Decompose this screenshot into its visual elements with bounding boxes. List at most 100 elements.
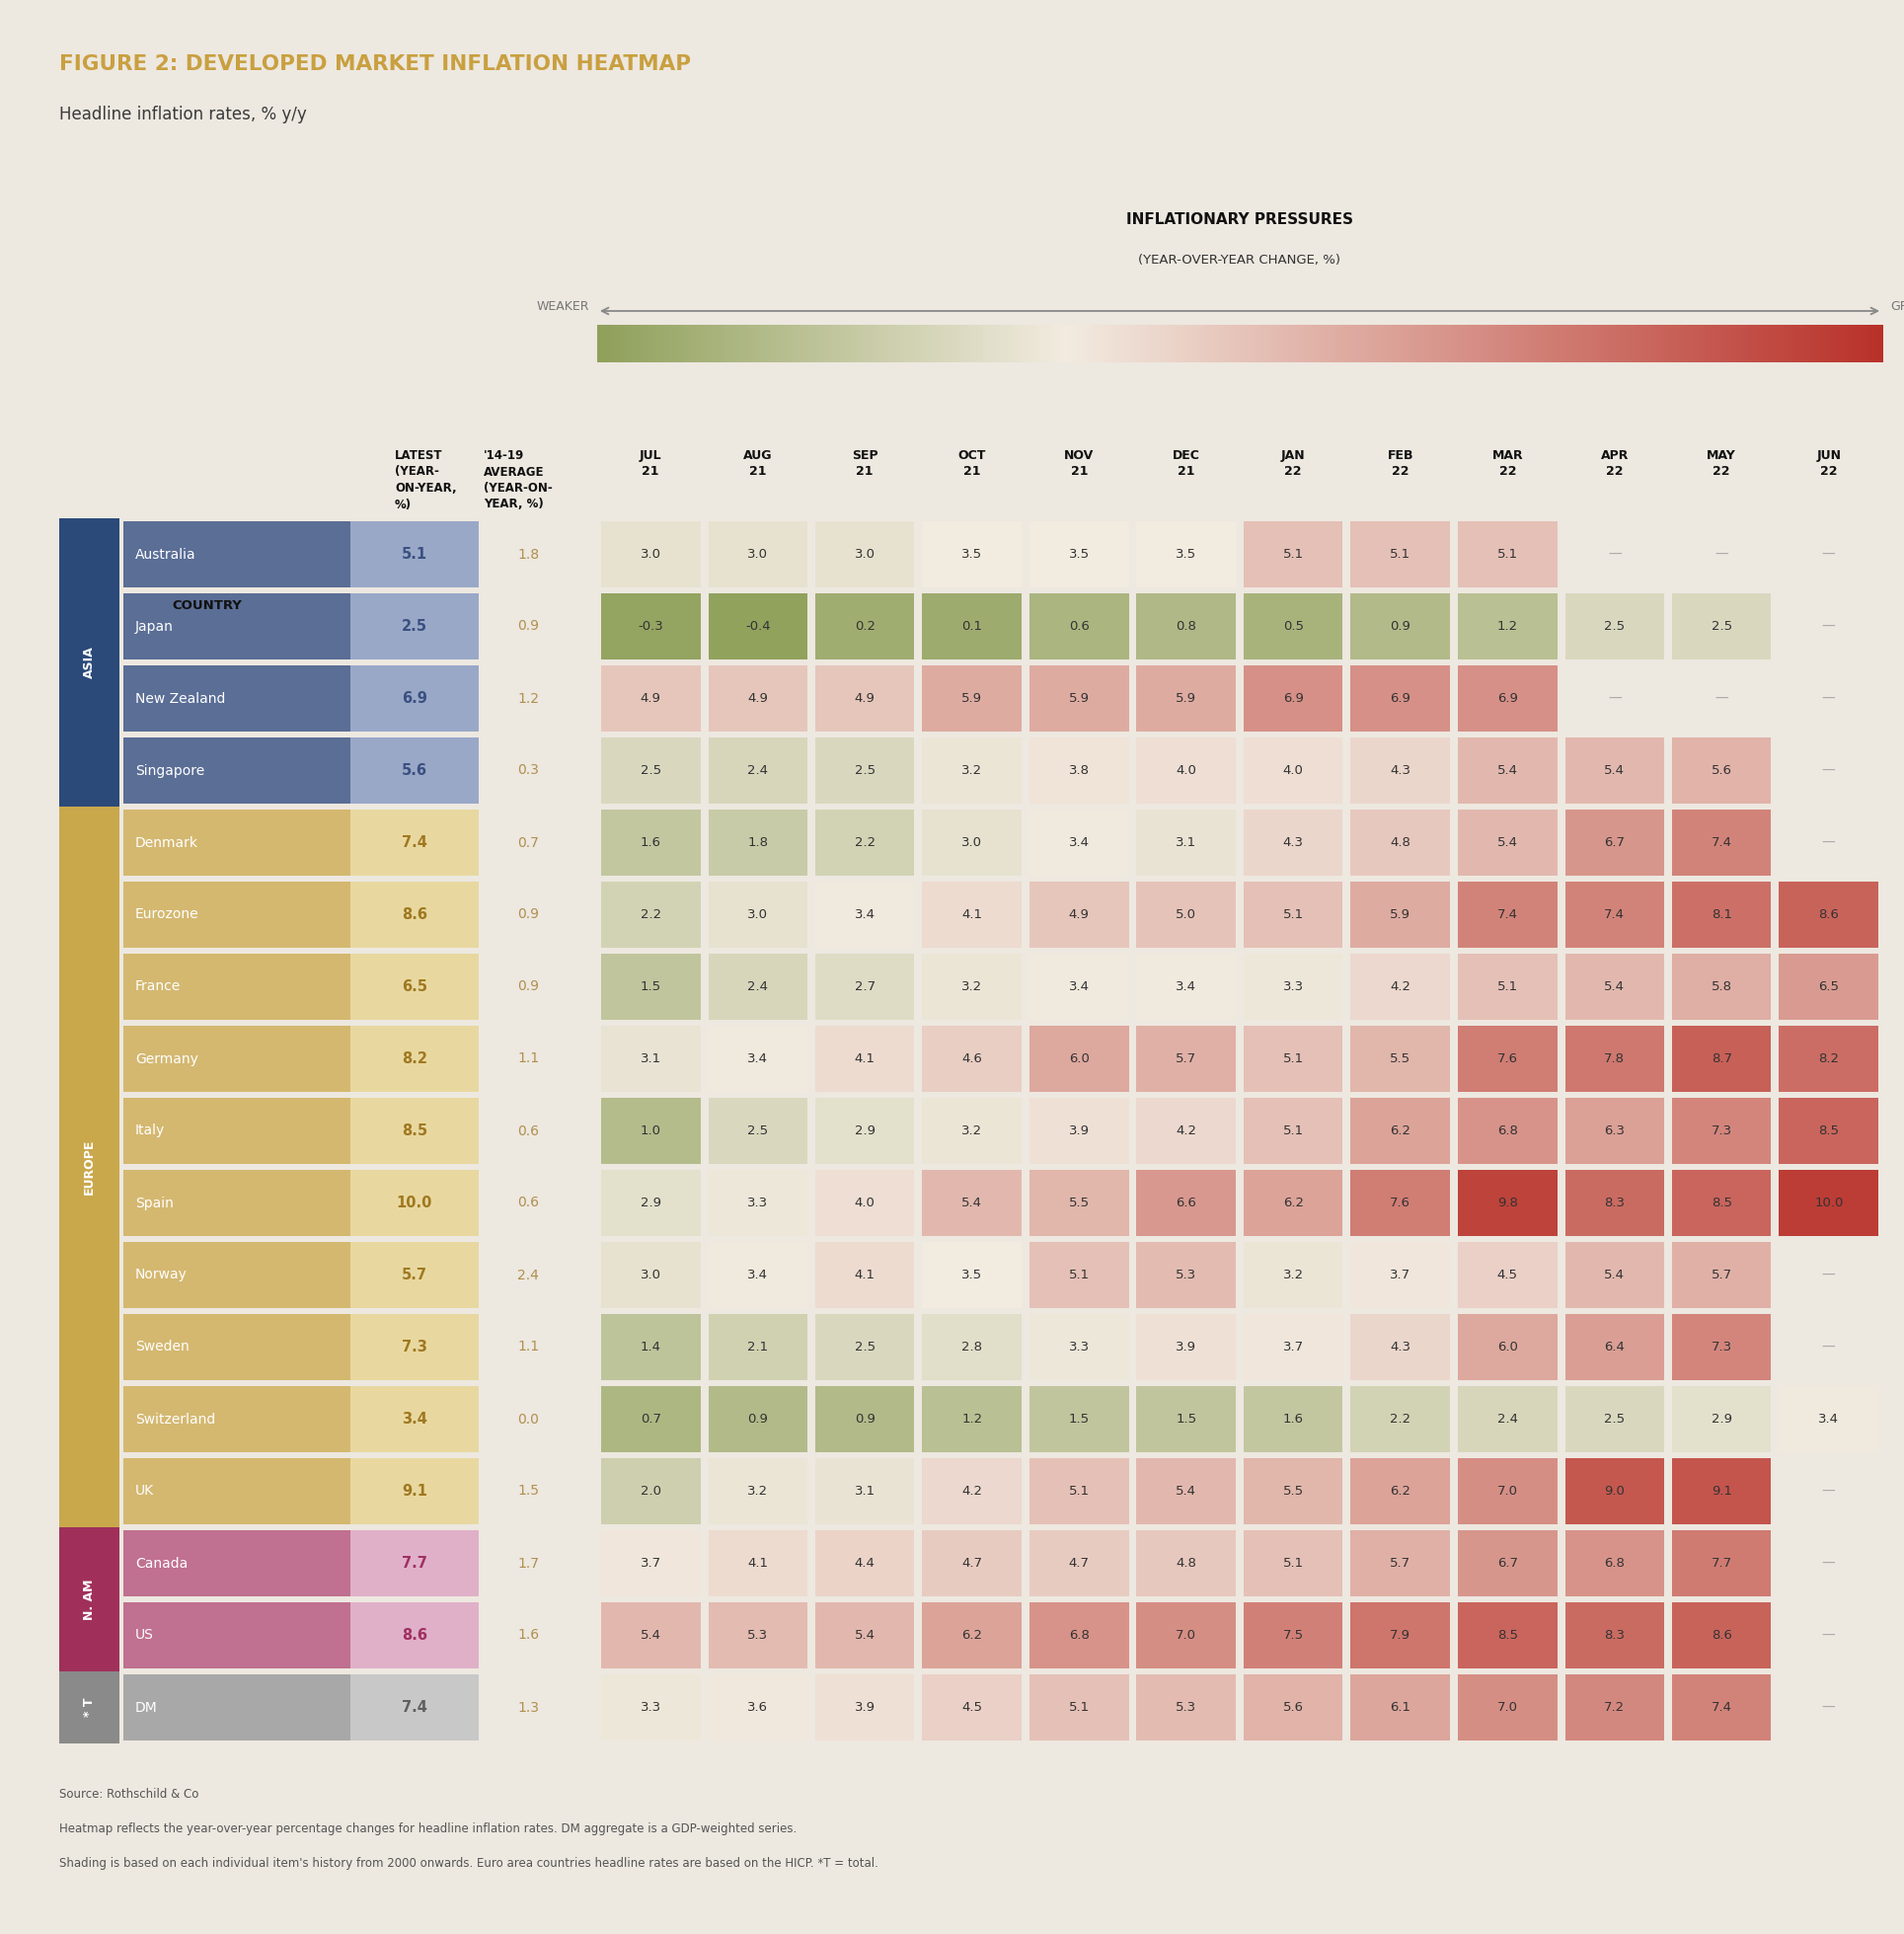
Bar	[1672, 1458, 1771, 1524]
Bar	[708, 1458, 807, 1524]
Bar	[1778, 522, 1879, 588]
Bar	[1243, 737, 1342, 805]
Bar	[922, 665, 1022, 731]
Text: 3.2: 3.2	[962, 981, 982, 994]
Bar	[124, 665, 350, 731]
Bar	[1860, 325, 1866, 362]
Text: —: —	[1716, 547, 1729, 561]
Bar	[815, 1025, 914, 1093]
Text: 8.5: 8.5	[402, 1124, 428, 1139]
Bar	[609, 325, 615, 362]
Text: 0.9: 0.9	[748, 1412, 767, 1425]
Text: 5.1: 5.1	[1497, 547, 1517, 561]
Bar	[1146, 325, 1150, 362]
Bar	[1500, 325, 1506, 362]
Bar	[1630, 325, 1636, 362]
Text: 5.4: 5.4	[1177, 1485, 1196, 1497]
Bar	[1668, 325, 1674, 362]
Bar	[124, 1170, 350, 1236]
Text: Australia: Australia	[135, 547, 196, 561]
Bar	[1308, 325, 1314, 362]
Text: 5.5: 5.5	[1390, 1052, 1411, 1066]
Bar	[124, 594, 350, 659]
Bar	[1188, 325, 1194, 362]
Text: 4.2: 4.2	[1177, 1124, 1196, 1137]
Text: 6.2: 6.2	[1283, 1197, 1304, 1209]
Text: 4.5: 4.5	[1497, 1269, 1517, 1282]
Bar	[1356, 325, 1361, 362]
Bar	[941, 325, 944, 362]
Bar	[1565, 1025, 1664, 1093]
Bar	[863, 325, 868, 362]
Bar	[794, 325, 800, 362]
Text: 5.7: 5.7	[1712, 1269, 1733, 1282]
Text: '14-19
AVERAGE
(YEAR-ON-
YEAR, %): '14-19 AVERAGE (YEAR-ON- YEAR, %)	[484, 449, 552, 511]
Bar	[1137, 1313, 1236, 1381]
Bar	[1458, 522, 1557, 588]
Bar	[1723, 325, 1729, 362]
Bar	[1030, 325, 1036, 362]
Bar	[832, 325, 838, 362]
Bar	[636, 325, 642, 362]
Text: 3.7: 3.7	[1390, 1269, 1411, 1282]
Text: 3.1: 3.1	[1177, 835, 1196, 849]
Bar	[708, 882, 807, 948]
Bar	[708, 1675, 807, 1741]
Text: Germany: Germany	[135, 1052, 198, 1066]
Bar	[781, 325, 786, 362]
Text: 3.5: 3.5	[962, 1269, 982, 1282]
Text: 0.2: 0.2	[855, 621, 876, 632]
Bar	[718, 325, 722, 362]
Bar	[1582, 325, 1588, 362]
Bar	[678, 325, 684, 362]
Bar	[1565, 1601, 1664, 1669]
Bar	[815, 665, 914, 731]
Bar	[922, 1675, 1022, 1741]
Bar	[1527, 325, 1533, 362]
Text: 4.5: 4.5	[962, 1702, 982, 1714]
Text: 3.9: 3.9	[855, 1702, 876, 1714]
Text: 5.7: 5.7	[1390, 1557, 1411, 1570]
Bar	[59, 1528, 120, 1671]
Text: 2.9: 2.9	[640, 1197, 661, 1209]
Bar	[1801, 325, 1807, 362]
Bar	[1757, 325, 1763, 362]
Bar	[944, 325, 950, 362]
Bar	[1685, 325, 1691, 362]
Bar	[1778, 665, 1879, 731]
Text: 4.7: 4.7	[1068, 1557, 1089, 1570]
Bar	[815, 1242, 914, 1307]
Bar	[752, 325, 756, 362]
Bar	[922, 1170, 1022, 1236]
Bar	[350, 1675, 478, 1741]
Text: COUNTRY: COUNTRY	[171, 600, 242, 611]
Bar	[893, 325, 899, 362]
Bar	[1095, 325, 1099, 362]
Bar	[927, 325, 933, 362]
Text: 1.4: 1.4	[640, 1340, 661, 1354]
Text: 0.7: 0.7	[640, 1412, 661, 1425]
Text: 4.3: 4.3	[1390, 764, 1411, 777]
Bar	[1493, 325, 1498, 362]
Text: 3.0: 3.0	[855, 547, 876, 561]
Bar	[602, 594, 701, 659]
Bar	[1432, 325, 1438, 362]
Bar	[1064, 325, 1070, 362]
Text: 5.4: 5.4	[1497, 764, 1517, 777]
Bar	[815, 325, 821, 362]
Bar	[1137, 1675, 1236, 1741]
Bar	[1497, 325, 1502, 362]
Bar	[922, 1099, 1022, 1164]
Bar	[1778, 1313, 1879, 1381]
Text: 2.5: 2.5	[748, 1124, 767, 1137]
Text: 4.9: 4.9	[855, 692, 876, 704]
Bar	[124, 1387, 350, 1452]
Bar	[1455, 325, 1458, 362]
Text: 4.3: 4.3	[1283, 835, 1304, 849]
Bar	[350, 1242, 478, 1307]
Text: 5.7: 5.7	[1177, 1052, 1196, 1066]
Bar	[1137, 594, 1236, 659]
Text: 3.4: 3.4	[1068, 981, 1089, 994]
Text: 5.3: 5.3	[1177, 1702, 1196, 1714]
Text: JUN
22: JUN 22	[1816, 449, 1841, 478]
